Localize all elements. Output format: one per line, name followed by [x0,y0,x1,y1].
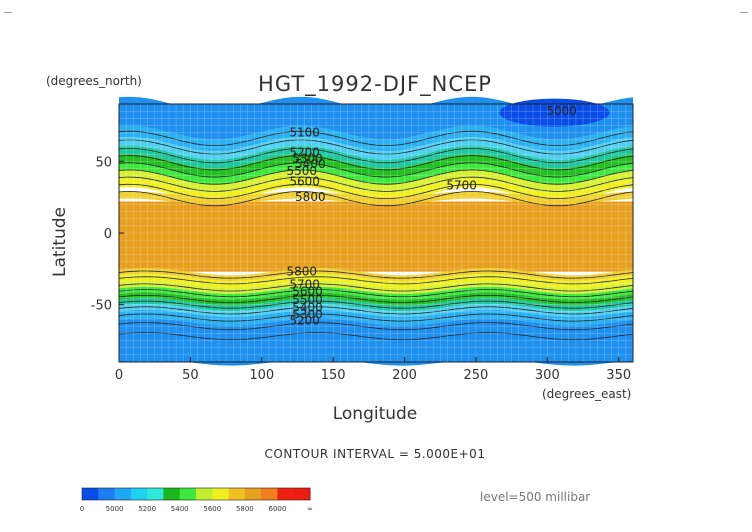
x-tick-label: 300 [535,368,560,383]
colorbar-swatch [196,488,213,500]
contour-line [118,322,634,331]
x-tick-label: 250 [464,368,489,383]
colorbar-tick-label: 5400 [171,505,189,513]
shade-band [119,309,633,326]
contour-label: 5000 [546,104,577,118]
colorbar-swatch [163,488,181,500]
contour-line [118,300,634,309]
shade-band [119,125,633,152]
x-tick-label: 200 [392,368,417,383]
colorbar-swatch [179,488,197,500]
contour-line [118,139,634,155]
contour-line [118,313,634,322]
level-label: level=500 millibar [480,490,591,504]
colorbar-tick-label: 5000 [106,505,124,513]
contour-label: 5300 [292,151,323,165]
contour-label: 5500 [292,293,323,307]
contour-line [118,148,634,164]
contour-line [118,283,634,292]
colorbar-swatch [147,488,164,500]
contour-line [118,276,634,285]
corner-mark [4,4,12,13]
colorbar-frame [81,487,311,501]
contour-label: 5300 [292,308,323,322]
colorbar-tick-label: 6000 [269,505,287,513]
shade-band [119,201,633,272]
colorbar-swatch [261,488,278,500]
y-tick-label: 0 [104,227,112,242]
polar-low [499,98,610,127]
contour-line [118,130,634,146]
contour-line [118,270,634,279]
contour-line [118,169,634,185]
x-tick-label: 350 [606,368,631,383]
colorbar-swatch [228,488,246,500]
contour-interval-note: CONTOUR INTERVAL = 5.000E+01 [264,447,486,461]
contour-line [118,155,634,171]
chart-title: HGT_1992-DJF_NCEP [258,72,492,96]
x-tick-label: 0 [115,368,123,383]
shade-band [119,137,633,160]
contour-label: 5700 [289,277,320,291]
x-tick-label: 150 [321,368,346,383]
contour-line [118,183,634,200]
colorbar-swatch [98,488,116,500]
contour-label: 5200 [289,313,320,327]
contour-label: 5100 [289,126,320,140]
contour-label: 5200 [289,146,320,160]
y-axis-label: Latitude [50,207,70,277]
x-axis-label: Longitude [332,404,418,424]
contour-label: 5400 [295,157,326,171]
contour-label: 5600 [292,285,323,299]
colorbar-swatch [130,488,148,500]
colorbar-tick-label: 5600 [203,505,221,513]
corner-mark [740,4,748,13]
shade-band [119,145,633,169]
x-axis-units: (degrees_east) [542,387,632,401]
contour-label: 5800 [295,190,326,204]
contour-label: 5400 [292,300,323,314]
colorbar-swatch [82,488,99,500]
contour-label: 5700 [446,179,477,193]
colorbar-tick-label: 5200 [138,505,156,513]
contour-line [118,176,634,192]
colorbar-swatch [277,488,295,500]
contour-line [118,332,634,341]
colorbar-swatch [114,488,132,500]
colorbar-tick-label: 0 [80,505,84,513]
y-tick-label: 50 [95,155,112,170]
shade-band [119,344,633,362]
x-tick-label: 100 [249,368,274,383]
contour-line [118,306,634,315]
colorbar-swatch [244,488,262,500]
y-tick-label: -50 [91,299,112,314]
contour-label: 5600 [289,174,320,188]
contour-line [118,289,634,298]
colorbar-tick-label: ∞ [307,505,313,513]
colorbar-swatch [293,488,311,500]
contour-label: 5500 [286,164,317,178]
x-tick-label: 50 [182,368,199,383]
contour-label: 5800 [286,265,317,279]
colorbar-tick-label: 5800 [236,505,254,513]
colorbar-swatch [212,488,230,500]
corner-mark [4,520,12,528]
contour-line [118,162,634,178]
shade-band [119,162,633,185]
contour-line [118,191,634,207]
y-axis-units: (degrees_north) [46,74,142,88]
contour-line [118,295,634,303]
